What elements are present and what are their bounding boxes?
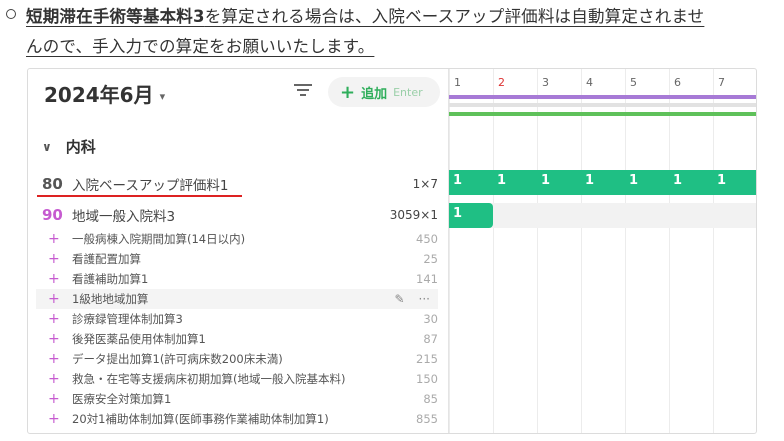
day-number: 1	[454, 76, 461, 89]
plus-icon: +	[48, 411, 60, 427]
day-number: 4	[586, 76, 593, 89]
pencil-icon[interactable]: ✎	[394, 292, 405, 306]
note-bold: 短期滞在手術等基本料3	[26, 7, 205, 26]
sub-item-row[interactable]: + 医療安全対策加算1 85	[42, 389, 438, 409]
day-count: 1	[585, 173, 595, 188]
period-bar-green	[449, 112, 756, 116]
sub-item-value: 150	[416, 372, 438, 386]
day-count: 1	[673, 173, 683, 188]
plus-icon: +	[48, 271, 60, 287]
item-code: 80	[42, 175, 63, 193]
day-count: 1	[541, 173, 551, 188]
item-name: 地域一般入院料3	[72, 209, 176, 225]
sub-item-value: 87	[423, 332, 438, 346]
period-bar-purple	[449, 95, 756, 99]
filter-icon[interactable]	[294, 84, 312, 98]
sub-item-row[interactable]: + 後発医薬品使用体制加算1 87	[42, 329, 438, 349]
month-selector[interactable]: 2024年6月 ▾	[44, 79, 165, 108]
note-line1: を算定される場合は、入院ベースアップ評価料は自動算定されませ	[204, 7, 705, 26]
day-count: 1	[497, 173, 507, 188]
item-qty: 1×7	[412, 177, 438, 191]
day-column[interactable]: 2	[493, 69, 537, 433]
sub-item-value: 141	[416, 272, 438, 286]
sub-item-value: 30	[423, 312, 438, 326]
chevron-down-icon: ∨	[42, 139, 52, 154]
sub-item-name: データ提出加算1(許可病床数200床未満)	[72, 352, 283, 366]
sub-item-name: 20対1補助体制加算(医師事務作業補助体制加算1)	[72, 412, 329, 426]
sub-item-row[interactable]: + 一般病棟入院期間加算(14日以内) 450	[42, 229, 438, 249]
day-number: 6	[674, 76, 681, 89]
sub-item-row[interactable]: + 診療録管理体制加算3 30	[42, 309, 438, 329]
plus-icon: +	[48, 371, 60, 387]
more-icon[interactable]: ···	[418, 292, 430, 306]
plus-icon: +	[48, 391, 60, 407]
sub-item-name: 医療安全対策加算1	[72, 392, 172, 406]
sub-item-name: 看護配置加算	[72, 252, 141, 266]
add-button-label: 追加	[361, 86, 388, 102]
plus-icon: +	[340, 81, 356, 103]
sub-item-row[interactable]: + 看護配置加算 25	[42, 249, 438, 269]
plus-icon: +	[48, 351, 60, 367]
plus-icon: +	[48, 231, 60, 247]
item-qty: 3059×1	[389, 208, 438, 222]
item-row-ward-fee[interactable]: 90 地域一般入院料3 3059×1	[42, 204, 438, 226]
day-column[interactable]: 4	[581, 69, 625, 433]
day-number: 5	[630, 76, 637, 89]
day-count: 1	[629, 173, 639, 188]
add-shortcut-hint: Enter	[393, 85, 423, 99]
day-count: 1	[453, 206, 463, 221]
note-text: 短期滞在手術等基本料3を算定される場合は、入院ベースアップ評価料は自動算定されま…	[26, 2, 771, 62]
sub-item-name: 一般病棟入院期間加算(14日以内)	[72, 232, 246, 246]
department-header[interactable]: ∨ 内科	[42, 136, 96, 157]
sub-item-value: 25	[423, 252, 438, 266]
day-column[interactable]: 3	[537, 69, 581, 433]
calendar-grid: 1 2 3 4 5 6 7 1 1 1 1 1 1 1 1	[448, 69, 756, 433]
plus-icon: +	[48, 291, 60, 307]
day-column[interactable]: 1	[449, 69, 493, 433]
add-button[interactable]: + 追加 Enter	[328, 77, 440, 107]
day-count: 1	[453, 173, 463, 188]
plus-icon: +	[48, 251, 60, 267]
sub-item-name: 救急・在宅等支援病床初期加算(地域一般入院基本料)	[72, 372, 346, 386]
day-count: 1	[717, 173, 727, 188]
month-label: 2024年6月	[44, 83, 154, 107]
day-number: 2	[498, 76, 505, 89]
screenshot-panel: 2024年6月 ▾ + 追加 Enter ∨ 内科 80 入院ベースアップ評価料1…	[27, 68, 757, 434]
day-column[interactable]: 6	[669, 69, 713, 433]
day-number: 7	[718, 76, 725, 89]
day-column[interactable]: 7	[713, 69, 756, 433]
sub-item-name: 後発医薬品使用体制加算1	[72, 332, 206, 346]
period-bar-grey	[449, 103, 756, 107]
sub-item-value: 215	[416, 352, 438, 366]
item-list-pane: 2024年6月 ▾ + 追加 Enter ∨ 内科 80 入院ベースアップ評価料1…	[28, 69, 448, 433]
sub-item-name: 診療録管理体制加算3	[72, 312, 183, 326]
sub-item-row[interactable]: + 救急・在宅等支援病床初期加算(地域一般入院基本料) 150	[42, 369, 438, 389]
caret-down-icon: ▾	[159, 90, 166, 103]
sub-item-row-hovered[interactable]: + 1級地地域加算 ✎ ···	[36, 289, 438, 309]
sub-item-value: 855	[416, 412, 438, 426]
ward-fee-count-cell[interactable]: 1	[449, 203, 493, 228]
note-line2: んので、手入力での算定をお願いいたします。	[26, 37, 375, 56]
item-row-base-up[interactable]: 80 入院ベースアップ評価料1 1×7	[42, 173, 438, 195]
sub-item-row[interactable]: + 20対1補助体制加算(医師事務作業補助体制加算1) 855	[42, 409, 438, 429]
sub-item-row[interactable]: + データ提出加算1(許可病床数200床未満) 215	[42, 349, 438, 369]
day-number: 3	[542, 76, 549, 89]
plus-icon: +	[48, 331, 60, 347]
sub-item-value: 85	[423, 392, 438, 406]
base-up-count-row[interactable]: 1 1 1 1 1 1 1	[449, 170, 756, 195]
sub-item-name: 看護補助加算1	[72, 272, 149, 286]
day-column[interactable]: 5	[625, 69, 669, 433]
red-underline-annotation	[37, 195, 242, 197]
plus-icon: +	[48, 311, 60, 327]
sub-item-value: 450	[416, 232, 438, 246]
department-name: 内科	[65, 138, 96, 156]
item-name: 入院ベースアップ評価料1	[72, 178, 229, 194]
ward-fee-row-background	[449, 203, 756, 228]
sub-item-row[interactable]: + 看護補助加算1 141	[42, 269, 438, 289]
sub-item-name: 1級地地域加算	[72, 292, 149, 306]
bullet-icon	[6, 9, 16, 19]
item-code: 90	[42, 206, 63, 224]
